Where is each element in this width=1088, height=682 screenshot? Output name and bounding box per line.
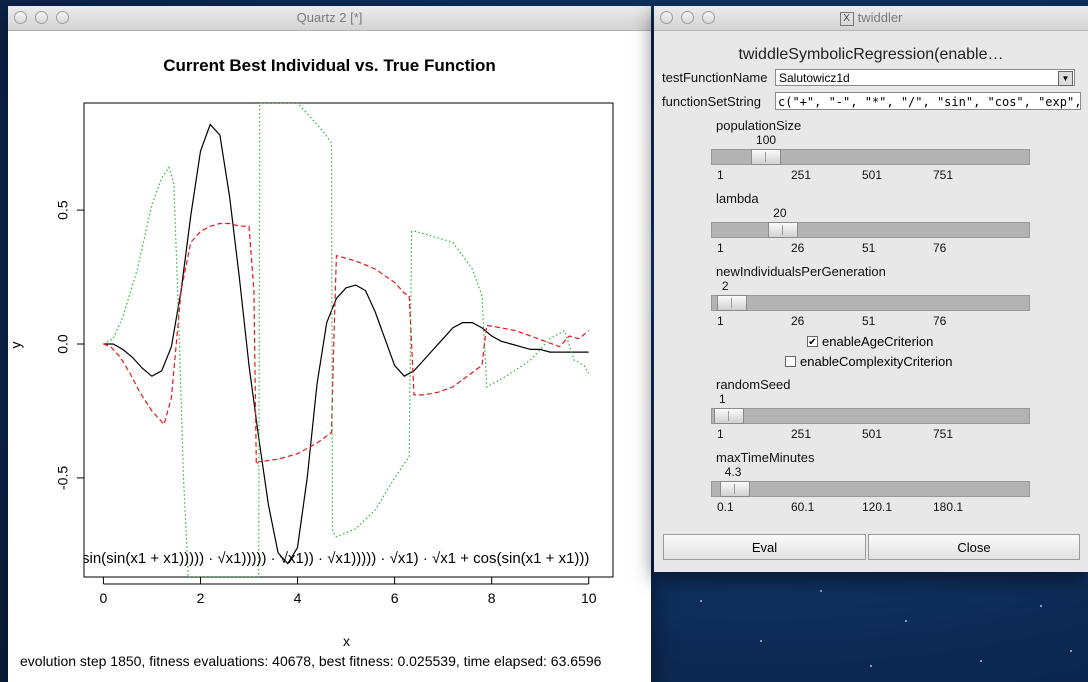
slider-tick-label: 0.1 xyxy=(717,500,734,514)
test-function-select[interactable]: Salutowicz1d ▼ xyxy=(775,69,1075,86)
close-button[interactable]: Close xyxy=(868,534,1080,560)
slider-value: 20 xyxy=(773,206,787,220)
test-function-label: testFunctionName xyxy=(662,70,768,85)
quartz-window: Quartz 2 [*] Current Best Individual vs.… xyxy=(8,6,651,682)
slider-tick-label: 751 xyxy=(933,168,954,182)
x-tick-label: 10 xyxy=(581,590,597,606)
function-set-input[interactable]: c("+", "-", "*", "/", "sin", "cos", "exp… xyxy=(775,92,1081,110)
slider-tick-label: 251 xyxy=(791,427,812,441)
slider-tick-label: 76 xyxy=(933,314,947,328)
x-tick-label: 8 xyxy=(488,590,496,606)
slider-track[interactable] xyxy=(711,408,1030,424)
x11-icon: X xyxy=(839,11,854,26)
y-tick-label: 0.0 xyxy=(55,334,71,354)
slider-label: newIndividualsPerGeneration xyxy=(716,264,886,279)
slider-thumb[interactable] xyxy=(768,222,799,238)
window-controls xyxy=(660,11,715,24)
y-tick-label: 0.5 xyxy=(55,200,71,220)
checkbox-box[interactable]: ✔ xyxy=(807,336,818,348)
close-window-icon[interactable] xyxy=(14,11,27,24)
plot-area: Current Best Individual vs. True Functio… xyxy=(8,31,651,682)
chart-title: Current Best Individual vs. True Functio… xyxy=(163,56,496,75)
plot-frame xyxy=(83,102,614,578)
slider-tick-label: 51 xyxy=(862,241,876,255)
zoom-window-icon[interactable] xyxy=(702,11,715,24)
x-tick-label: 2 xyxy=(197,590,205,606)
slider-track[interactable] xyxy=(711,295,1030,311)
slider-thumb[interactable] xyxy=(716,295,747,311)
minimize-window-icon[interactable] xyxy=(35,11,48,24)
status-line: evolution step 1850, fitness evaluations… xyxy=(20,653,602,669)
test-function-value: Salutowicz1d xyxy=(779,71,850,85)
slider-value: 1 xyxy=(719,392,726,406)
twiddler-title: twiddler xyxy=(857,10,903,25)
slider-tick-label: 180.1 xyxy=(933,500,964,514)
x-tick-label: 0 xyxy=(100,590,108,606)
slider-tick-label: 251 xyxy=(791,168,812,182)
checkbox-label: enableComplexityCriterion xyxy=(800,354,953,369)
slider-tick-label: 1 xyxy=(717,314,724,328)
slider-track[interactable] xyxy=(711,481,1030,497)
window-controls xyxy=(14,11,69,24)
series-line-2 xyxy=(103,103,590,577)
close-window-icon[interactable] xyxy=(660,11,673,24)
checkbox-box[interactable] xyxy=(785,356,796,367)
function-set-label: functionSetString xyxy=(662,94,762,109)
eval-button[interactable]: Eval xyxy=(663,534,866,560)
series-line-0 xyxy=(103,123,589,565)
x-tick-label: 4 xyxy=(294,590,302,606)
minimize-window-icon[interactable] xyxy=(681,11,694,24)
quartz-title: Quartz 2 [*] xyxy=(296,10,363,25)
enable-complexity-criterion-checkbox[interactable]: enableComplexityCriterion xyxy=(785,354,952,369)
slider-tick-label: 51 xyxy=(862,314,876,328)
y-axis-label: y xyxy=(7,341,24,349)
enable-age-criterion-checkbox[interactable]: ✔ enableAgeCriterion xyxy=(807,334,933,349)
series-line-1 xyxy=(103,222,590,467)
slider-tick-label: 60.1 xyxy=(791,500,815,514)
quartz-titlebar[interactable]: Quartz 2 [*] xyxy=(8,6,651,31)
slider-value: 4.3 xyxy=(724,465,742,479)
chevron-down-icon[interactable]: ▼ xyxy=(1058,71,1073,86)
slider-thumb[interactable] xyxy=(719,481,750,497)
slider-label: maxTimeMinutes xyxy=(716,450,815,465)
x-tick-label: 6 xyxy=(391,590,399,606)
slider-tick-label: 501 xyxy=(862,168,883,182)
slider-value: 2 xyxy=(721,279,729,293)
slider-label: randomSeed xyxy=(716,377,791,392)
slider-track[interactable] xyxy=(711,222,1030,238)
slider-thumb[interactable] xyxy=(714,408,744,424)
twiddler-heading: twiddleSymbolicRegression(enable… xyxy=(738,46,1004,63)
slider-label: lambda xyxy=(716,191,759,206)
x-axis-label: x xyxy=(343,633,350,649)
slider-thumb[interactable] xyxy=(751,149,782,165)
slider-label: populationSize xyxy=(716,118,802,133)
slider-tick-label: 1 xyxy=(717,168,724,182)
slider-tick-label: 1 xyxy=(717,427,724,441)
y-tick-label: -0.5 xyxy=(55,466,71,490)
slider-tick-label: 26 xyxy=(791,314,805,328)
slider-tick-label: 76 xyxy=(933,241,947,255)
slider-tick-label: 120.1 xyxy=(862,500,893,514)
formula-annotation: sin(sin(x1 + x1))))) · √x1))))) · √x1)) … xyxy=(82,550,589,567)
chart-svg: 0 2 4 6 8 10 -0.5 0.0 0.5 sin(sin(x1 + x1))))) · … xyxy=(55,102,614,606)
slider-tick-label: 751 xyxy=(933,427,954,441)
slider-track[interactable] xyxy=(711,149,1030,165)
slider-tick-label: 26 xyxy=(791,241,805,255)
slider-tick-label: 501 xyxy=(862,427,883,441)
slider-value: 100 xyxy=(756,133,777,147)
slider-tick-label: 1 xyxy=(717,241,724,255)
checkbox-label: enableAgeCriterion xyxy=(822,334,934,349)
zoom-window-icon[interactable] xyxy=(56,11,69,24)
